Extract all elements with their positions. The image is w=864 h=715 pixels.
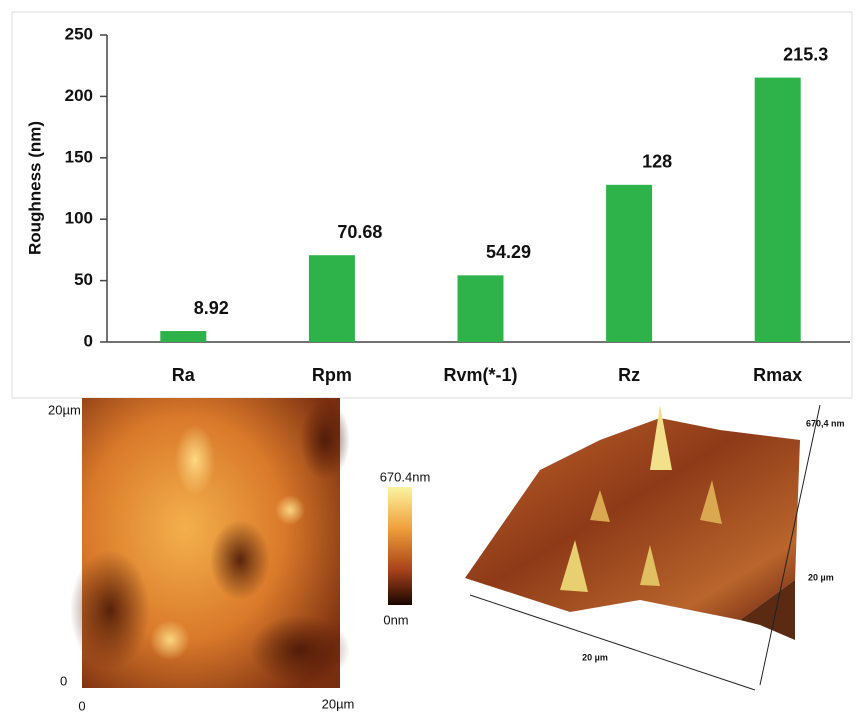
y-tick-label: 200	[65, 86, 93, 105]
value-label: 70.68	[337, 222, 382, 242]
y-axis-label: 20 µm	[808, 572, 834, 582]
bar	[160, 331, 206, 342]
y-tick-label: 0	[84, 331, 93, 350]
y-tick-label: 100	[65, 209, 93, 228]
page: Roughness (nm) 0 50 100 150 200 250 Ra 8.92 Rpm 7…	[0, 0, 864, 715]
bright-region	[175, 425, 215, 495]
bar	[606, 185, 652, 342]
bright-region	[150, 620, 190, 660]
chart-frame	[12, 12, 852, 398]
value-label: 128	[642, 152, 672, 172]
x-left-label: 0	[78, 698, 85, 713]
x-tick-label: Rmax	[753, 365, 802, 385]
x-tick-label: Rpm	[312, 365, 352, 385]
figure: Roughness (nm) 0 50 100 150 200 250 Ra 8.92 Rpm 7…	[0, 0, 864, 715]
y-top-label: 20µm	[48, 402, 81, 417]
y-tick-label: 50	[74, 270, 93, 289]
dark-region	[210, 520, 270, 600]
z-axis-label: 670,4 nm	[806, 418, 845, 428]
x-tick-label: Rz	[618, 365, 640, 385]
scale-max-label: 670.4nm	[380, 469, 431, 484]
bar	[309, 255, 355, 342]
bright-region	[275, 495, 305, 525]
x-right-label: 20µm	[322, 696, 355, 711]
surface	[465, 418, 800, 620]
y-bottom-label: 0	[60, 673, 67, 688]
y-tick-label: 150	[65, 147, 93, 166]
x-tick-label: Rvm(*-1)	[443, 365, 517, 385]
x-axis-label: 20 µm	[582, 652, 608, 662]
color-bar	[388, 487, 412, 605]
value-label: 8.92	[194, 298, 229, 318]
dark-region	[300, 400, 350, 480]
y-axis-label: Roughness (nm)	[25, 121, 44, 255]
value-label: 215.3	[783, 44, 828, 64]
value-label: 54.29	[486, 242, 531, 262]
afm-3d: 20 µm 20 µm 670,4 nm	[465, 405, 845, 690]
bar	[755, 78, 801, 342]
dark-region	[250, 615, 350, 685]
afm-2d: 20µm 0 0 20µm 670.4nm 0nm	[48, 398, 430, 713]
scale-min-label: 0nm	[383, 612, 408, 627]
x-tick-label: Ra	[172, 365, 196, 385]
dark-region	[70, 550, 150, 670]
y-tick-label: 250	[65, 24, 93, 43]
bar	[458, 275, 504, 342]
